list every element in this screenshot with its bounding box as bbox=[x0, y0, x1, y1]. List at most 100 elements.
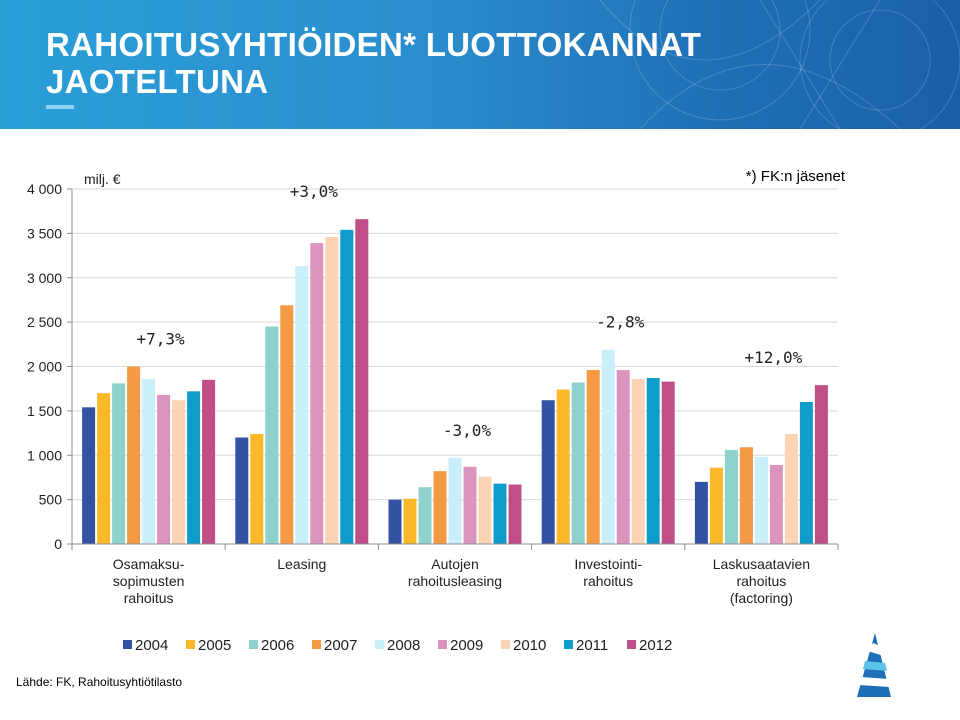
legend-label: 2011 bbox=[576, 637, 608, 654]
legend-label: 2006 bbox=[261, 637, 294, 654]
x-category-label-line: Autojen bbox=[431, 556, 478, 572]
bar bbox=[187, 391, 201, 544]
x-category-label-line: (factoring) bbox=[730, 590, 793, 606]
bar bbox=[340, 229, 354, 544]
legend-swatch bbox=[249, 640, 258, 649]
source-note: Lähde: FK, Rahoitusyhtiötilasto bbox=[16, 675, 183, 689]
bar bbox=[265, 326, 279, 544]
x-category-label-line: rahoitus bbox=[583, 573, 633, 589]
x-category-label-line: sopimusten bbox=[113, 573, 185, 589]
legend-label: 2010 bbox=[513, 637, 546, 654]
x-category-label-line: Osamaksu- bbox=[113, 556, 185, 572]
growth-annotation: +12,0% bbox=[745, 348, 803, 367]
bar bbox=[235, 437, 249, 544]
legend-swatch bbox=[564, 640, 573, 649]
y-tick-label: 2 000 bbox=[27, 359, 62, 375]
legend-swatch bbox=[375, 640, 384, 649]
legend-label: 2009 bbox=[450, 637, 483, 654]
legend-swatch bbox=[123, 640, 132, 649]
annotations: +7,3% +3,0% -3,0% -2,8% +12,0% bbox=[137, 182, 803, 440]
legend-label: 2004 bbox=[135, 637, 168, 654]
legend-label: 2005 bbox=[198, 637, 231, 654]
y-tick-label: 4 000 bbox=[27, 181, 62, 197]
bar bbox=[142, 378, 156, 544]
legend: 2004 2005 2006 2007 2008 2009 2010 2011 2012 bbox=[123, 637, 672, 654]
bar bbox=[202, 379, 216, 544]
banner-decoration bbox=[599, 0, 960, 129]
y-tick-label: 2 500 bbox=[27, 314, 62, 330]
growth-annotation: +3,0% bbox=[290, 182, 339, 201]
bar bbox=[325, 236, 339, 545]
title-banner: RAHOITUSYHTIÖIDEN* LUOTTOKANNAT JAOTELTU… bbox=[0, 0, 960, 129]
growth-annotation: -3,0% bbox=[443, 421, 492, 440]
bar bbox=[418, 487, 432, 544]
x-category-label-line: rahoitusleasing bbox=[408, 573, 502, 589]
x-category-label: Investointi-rahoitus bbox=[574, 556, 642, 589]
x-category-label: Laskusaatavien rahoitus (factoring) bbox=[713, 556, 810, 606]
bar bbox=[172, 400, 186, 544]
legend-swatch bbox=[312, 640, 321, 649]
axes: 0 500 1 000 1 500 2 000 2 500 3 000 3 500 4 000 O… bbox=[27, 181, 839, 606]
bar bbox=[403, 498, 417, 544]
bar bbox=[769, 465, 783, 544]
bar bbox=[508, 484, 522, 544]
x-category-label: Osamaksu-sopimusten rahoitus bbox=[113, 556, 185, 606]
x-category-label-line: rahoitus bbox=[124, 590, 174, 606]
bar bbox=[724, 449, 738, 544]
footnote: *) FK:n jäsenet bbox=[746, 168, 846, 185]
bar bbox=[661, 381, 675, 544]
x-category-label: Autojen rahoitusleasing bbox=[408, 556, 502, 589]
y-unit-label: milj. € bbox=[84, 171, 121, 187]
bar bbox=[556, 389, 570, 544]
title-underline bbox=[46, 105, 74, 109]
bar bbox=[478, 476, 492, 544]
y-tick-label: 3 000 bbox=[27, 270, 62, 286]
bar bbox=[295, 266, 309, 544]
y-tick-label: 3 500 bbox=[27, 225, 62, 241]
x-category-label: Leasing bbox=[277, 556, 326, 572]
y-tick-label: 500 bbox=[39, 492, 63, 508]
bar bbox=[493, 483, 507, 544]
bar bbox=[601, 349, 615, 544]
bar bbox=[799, 402, 813, 544]
legend-swatch bbox=[186, 640, 195, 649]
y-tick-label: 1 500 bbox=[27, 403, 62, 419]
x-category-label-line: Laskusaatavien bbox=[713, 556, 810, 572]
growth-annotation: -2,8% bbox=[596, 313, 645, 332]
bar bbox=[157, 394, 171, 544]
bar bbox=[571, 382, 585, 544]
bar bbox=[694, 481, 708, 544]
bar bbox=[82, 407, 96, 544]
bar bbox=[586, 370, 600, 544]
bar bbox=[433, 471, 447, 544]
gridlines bbox=[72, 188, 838, 501]
credit-stock-bar-chart: 0 500 1 000 1 500 2 000 2 500 3 000 3 500 4 000 O… bbox=[27, 168, 846, 654]
bar bbox=[112, 383, 126, 544]
company-logo bbox=[857, 633, 891, 697]
growth-annotation: +7,3% bbox=[137, 330, 186, 349]
bar bbox=[463, 466, 477, 544]
bar bbox=[97, 393, 111, 544]
bar bbox=[631, 378, 645, 544]
bar bbox=[310, 243, 324, 544]
legend-label: 2007 bbox=[324, 637, 357, 654]
bar bbox=[709, 467, 723, 544]
x-category-label-line: rahoitus bbox=[736, 573, 786, 589]
x-category-label-line: Investointi- bbox=[574, 556, 642, 572]
bar bbox=[739, 447, 753, 544]
bar bbox=[250, 433, 264, 544]
bar bbox=[448, 457, 462, 544]
legend-swatch bbox=[501, 640, 510, 649]
legend-label: 2012 bbox=[639, 637, 672, 654]
bar bbox=[616, 370, 630, 544]
bar bbox=[388, 499, 402, 544]
bar bbox=[541, 400, 555, 544]
bar bbox=[127, 366, 141, 544]
y-tick-label: 1 000 bbox=[27, 447, 62, 463]
bar bbox=[646, 378, 660, 544]
legend-swatch bbox=[438, 640, 447, 649]
x-category-label-line: Leasing bbox=[277, 556, 326, 572]
bar bbox=[754, 457, 768, 544]
bar bbox=[784, 433, 798, 544]
bar bbox=[814, 385, 828, 544]
